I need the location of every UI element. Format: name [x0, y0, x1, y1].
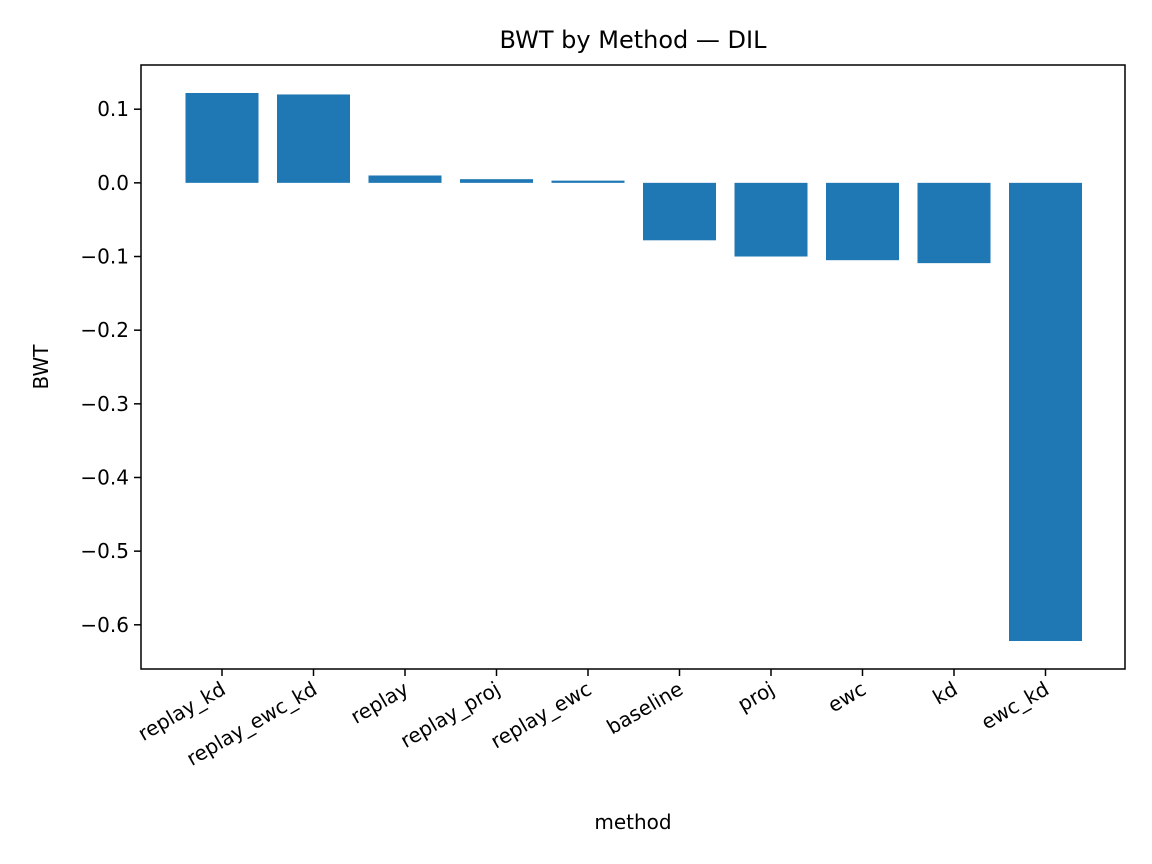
x-tick-label: kd [928, 677, 961, 710]
plot-frame [140, 64, 1126, 670]
chart-title: BWT by Method — DIL [500, 26, 768, 54]
y-tick-label: −0.2 [80, 318, 129, 342]
bar-replay_kd [185, 92, 259, 183]
y-tick-label: −0.4 [80, 465, 129, 489]
bar-proj [734, 182, 808, 257]
x-axis-title: method [594, 810, 671, 834]
x-tick-label: ewc [824, 677, 870, 718]
bar-replay_ewc [551, 180, 625, 183]
x-tick-label: ewc_kd [977, 677, 1053, 735]
x-tick-label: baseline [602, 677, 687, 740]
x-tick-label: proj [733, 677, 778, 717]
y-tick-label: 0.1 [97, 97, 129, 121]
bar-baseline [643, 182, 716, 241]
x-tick-label: replay [346, 676, 412, 728]
x-tick-label: replay_ewc [486, 677, 595, 754]
bars-layer [185, 92, 1082, 642]
bar-kd [917, 182, 991, 264]
bar-replay_proj [460, 179, 533, 183]
bar-replay [368, 175, 442, 183]
y-tick-label: 0.0 [97, 171, 129, 195]
bar-replay_ewc_kd [277, 94, 350, 183]
y-axis-title: BWT [29, 344, 53, 390]
y-tick-label: −0.5 [80, 539, 129, 563]
bar-ewc_kd [1009, 182, 1082, 642]
y-tick-label: −0.6 [80, 613, 129, 637]
x-tick-label: replay_proj [396, 677, 504, 753]
y-tick-label: −0.1 [80, 245, 129, 269]
bar-ewc [826, 182, 899, 261]
y-tick-label: −0.3 [80, 392, 129, 416]
